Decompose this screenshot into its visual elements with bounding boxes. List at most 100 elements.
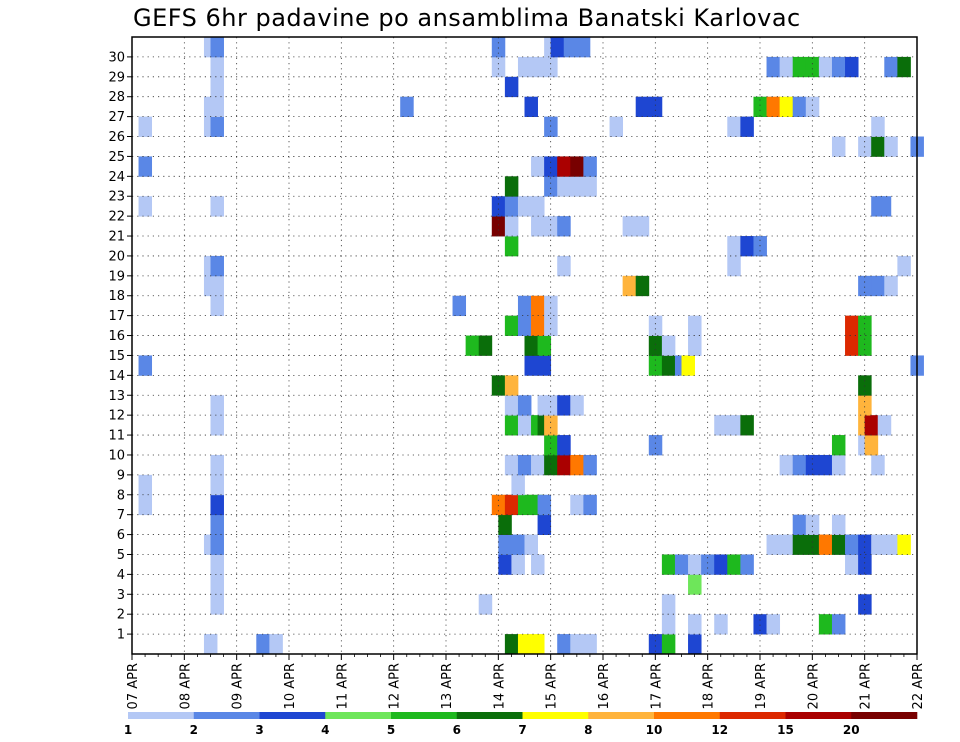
y-tick-label: 15 [108, 349, 125, 364]
heatmap-cell [648, 315, 663, 336]
heatmap-cell [557, 176, 571, 197]
heatmap-cell [504, 315, 519, 336]
heatmap-cell [727, 554, 741, 575]
x-tick-label: 12 APR [388, 663, 403, 709]
heatmap-cell [897, 534, 911, 555]
heatmap-cell [661, 614, 676, 635]
heatmap-cell [478, 335, 493, 356]
heatmap-cell [537, 514, 552, 535]
heatmap-cell [877, 415, 892, 436]
x-tick-label: 18 APR [702, 663, 717, 709]
heatmap-cell [845, 534, 859, 555]
x-tick-label: 10 APR [283, 663, 298, 709]
y-tick-label: 30 [108, 50, 125, 65]
heatmap-cell [138, 355, 153, 376]
heatmap-cell [544, 295, 558, 317]
heatmap-cell [858, 395, 872, 416]
x-tick-label: 14 APR [492, 663, 507, 709]
colorbar-label: 6 [453, 723, 461, 737]
heatmap-cell [465, 335, 480, 356]
heatmap-cell [504, 236, 519, 257]
heatmap-cell [210, 415, 224, 436]
heatmap-cell [256, 634, 270, 655]
heatmap-cell [524, 534, 538, 555]
y-tick-label: 16 [108, 329, 125, 344]
y-tick-label: 27 [108, 110, 125, 125]
x-tick-label: 22 APR [911, 663, 926, 709]
heatmap-cell [766, 56, 781, 78]
x-tick-label: 19 APR [754, 663, 769, 709]
heatmap-cell [517, 295, 532, 317]
colorbar-swatch [391, 712, 458, 719]
heatmap-cell [531, 634, 545, 655]
heatmap-cell [740, 236, 754, 257]
colorbar-swatch [325, 712, 392, 719]
x-tick-label: 09 APR [231, 663, 246, 709]
y-tick-label: 7 [117, 508, 125, 523]
heatmap-cell [210, 395, 224, 416]
heatmap-cell [504, 395, 519, 416]
heatmap-cell [544, 395, 558, 416]
y-tick-label: 14 [108, 369, 125, 384]
heatmap-cell [210, 37, 224, 58]
heatmap-cell [858, 534, 872, 555]
x-tick-label: 17 APR [649, 663, 664, 709]
heatmap-cell [210, 514, 224, 535]
heatmap-cell [504, 375, 519, 396]
heatmap-cell [138, 156, 153, 177]
heatmap-cell [805, 514, 820, 535]
heatmap-cell [701, 554, 715, 575]
colorbar-label: 1 [124, 723, 132, 737]
heatmap-cell [511, 554, 525, 575]
y-tick-label: 24 [108, 170, 125, 185]
heatmap-cell [511, 534, 525, 555]
heatmap-cell [688, 634, 702, 655]
x-tick-label: 15 APR [545, 663, 560, 709]
heatmap-cell [583, 176, 597, 197]
heatmap-cell [138, 494, 153, 516]
heatmap-cell [504, 494, 519, 516]
heatmap-cell [858, 275, 872, 297]
heatmap-cell [688, 335, 702, 356]
heatmap-cell [563, 37, 578, 58]
x-tick-label: 13 APR [440, 663, 455, 709]
heatmap-cell [537, 494, 552, 516]
heatmap-cell [583, 634, 597, 655]
heatmap-cell [210, 295, 224, 317]
y-tick-label: 8 [117, 488, 125, 503]
y-tick-label: 3 [117, 588, 125, 603]
heatmap-cell [537, 335, 552, 356]
colorbar-swatch [851, 712, 918, 719]
chart-title: GEFS 6hr padavine po ansamblima Banatski… [133, 4, 801, 32]
heatmap-cell [831, 614, 846, 635]
y-tick-label: 20 [108, 249, 125, 264]
heatmap-cell [269, 634, 283, 655]
heatmap-cell [517, 634, 532, 655]
y-tick-label: 12 [108, 409, 125, 424]
y-tick-label: 5 [117, 548, 125, 563]
heatmap-cell [897, 56, 911, 78]
heatmap-cell [831, 435, 846, 456]
heatmap-cell [210, 56, 224, 78]
heatmap-cell [871, 275, 885, 297]
heatmap-cell [570, 494, 584, 516]
heatmap-cell [478, 594, 493, 615]
heatmap-cell [210, 255, 224, 277]
heatmap-cell [871, 534, 885, 555]
y-tick-label: 21 [108, 230, 125, 245]
heatmap-cell [661, 355, 676, 376]
heatmap-cell [511, 474, 525, 496]
heatmap-cell [491, 37, 506, 58]
heatmap-cell [531, 56, 545, 78]
heatmap-cell [504, 454, 519, 476]
y-tick-label: 23 [108, 190, 125, 205]
colorbar-label: 5 [387, 723, 395, 737]
heatmap-cell [609, 116, 624, 137]
x-tick-label: 07 APR [126, 663, 141, 709]
heatmap-cell [544, 435, 558, 456]
colorbar: 1 2 3 4 5 6 7 8 10 12 15 20 [124, 712, 918, 737]
heatmap-cell [740, 554, 754, 575]
colorbar-swatch [522, 712, 589, 719]
heatmap-cell [517, 454, 532, 476]
heatmap-cell [897, 255, 911, 277]
